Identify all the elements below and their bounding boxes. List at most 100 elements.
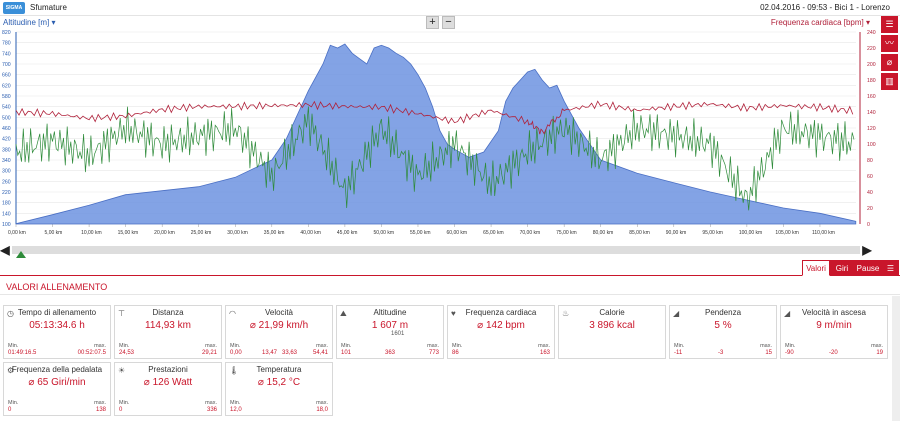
stat-card[interactable]: ♥ Frequenza cardiaca ⌀ 142 bpm Min. 86 max. 16… [447, 305, 555, 359]
no-avg-icon[interactable]: ⌀ [881, 54, 898, 71]
activity-title: Sfumature [30, 3, 67, 12]
right-tick-label: 160 [867, 94, 876, 100]
x-tick-label: 15,00 km [118, 230, 139, 236]
min-label: Min. [785, 343, 796, 349]
right-tick-label: 240 [867, 30, 876, 36]
scroll-track[interactable] [12, 246, 860, 254]
x-tick-label: 65,00 km [483, 230, 504, 236]
tab-giri[interactable]: Giri [830, 260, 854, 276]
sigma-logo: SIGMA [3, 2, 25, 14]
max-label: max. [760, 343, 772, 349]
stat-card[interactable]: ⛰ Altitudine 1 607 m 1601 Min. 101 max. 773 363 [336, 305, 444, 359]
tab-pause[interactable]: Pause [854, 260, 882, 276]
left-tick-label: 180 [2, 201, 11, 207]
stat-value: 05:13:34.6 h [29, 320, 85, 331]
max-value: 773 [428, 350, 439, 356]
start-marker-icon[interactable] [16, 251, 26, 258]
stat-sub-value: 1601 [391, 331, 405, 337]
stat-card[interactable]: ⊤ Distanza 114,93 km Min. 24,53 max. 29,21 [114, 305, 222, 359]
x-tick-label: 35,00 km [264, 230, 285, 236]
x-tick-label: 85,00 km [629, 230, 650, 236]
left-tick-label: 340 [2, 158, 11, 164]
left-tick-label: 100 [2, 222, 11, 228]
session-bike: Bici 1 [834, 3, 854, 12]
cadence-line [15, 106, 855, 211]
avg-value-1: -3 [718, 350, 724, 356]
min-value: 0,00 [230, 350, 242, 356]
max-value: 18,0 [316, 407, 328, 413]
zoom-out-button[interactable]: − [442, 16, 455, 29]
stat-icon: ◷ [7, 309, 14, 318]
top-bar: SIGMA Sfumature 02.04.2016 - 09:53 - Bic… [0, 0, 900, 16]
min-value: 24,53 [119, 350, 135, 356]
left-axis-title[interactable]: Altitudine [m] ▾ [3, 18, 56, 27]
tab-valori[interactable]: Valori [802, 260, 830, 276]
x-tick-label: 20,00 km [154, 230, 175, 236]
max-label: max. [94, 343, 106, 349]
stat-card[interactable]: ◢ Velocità in ascesa 9 m/min Min. -90 max. 19 -… [780, 305, 888, 359]
stat-value: ⌀ 65 Giri/min [28, 377, 86, 388]
stat-icon: ☀ [118, 366, 126, 375]
zoom-in-button[interactable]: + [426, 16, 439, 29]
right-tick-label: 140 [867, 110, 876, 116]
list-icon[interactable]: ☰ [881, 16, 898, 33]
list-icon[interactable]: ☰ [882, 260, 899, 276]
scroll-right-arrow[interactable]: ▶ [862, 243, 872, 257]
stat-value: 3 896 kcal [589, 320, 635, 331]
stat-icon: ♥ [451, 309, 456, 318]
stat-icon: ⚙ [7, 366, 15, 375]
x-tick-label: 50,00 km [373, 230, 394, 236]
stat-value: ⌀ 21,99 km/h [249, 320, 309, 331]
bar-chart-icon[interactable]: ▥ [881, 73, 898, 90]
max-label: max. [427, 343, 439, 349]
stat-card[interactable]: ⚙ Frequenza della pedalata ⌀ 65 Giri/min Mi… [3, 362, 111, 416]
right-tick-label: 100 [867, 142, 876, 148]
max-label: max. [205, 400, 217, 406]
scroll-left-arrow[interactable]: ◀ [0, 243, 10, 257]
max-value: 163 [539, 350, 550, 356]
stat-card[interactable]: ◢ Pendenza 5 % Min. -11 max. 15 -3 [669, 305, 777, 359]
min-value: 01:49:16.5 [8, 350, 37, 356]
stat-card[interactable]: ☀ Prestazioni ⌀ 126 Watt Min. 0 max. 336 [114, 362, 222, 416]
max-value: 00:52:07.5 [77, 350, 106, 356]
min-value: 101 [341, 350, 352, 356]
left-tick-label: 380 [2, 147, 11, 153]
stat-value: ⌀ 142 bpm [477, 320, 525, 331]
chart-scrollbar[interactable]: ◀ ▶ [0, 243, 900, 258]
stat-title: Frequenza cardiaca [465, 308, 537, 317]
stat-title: Calorie [599, 308, 625, 317]
max-value: 29,21 [201, 350, 217, 356]
right-tick-label: 180 [867, 78, 876, 84]
x-tick-label: 95,00 km [702, 230, 723, 236]
stat-card[interactable]: 🌡 Temperatura ⌀ 15,2 °C Min. 12,0 max. 18,0 [225, 362, 333, 416]
line-chart-icon[interactable]: 〰 [881, 35, 898, 52]
stat-icon: ◢ [784, 309, 791, 318]
right-tick-label: 60 [867, 174, 873, 180]
min-label: Min. [230, 343, 241, 349]
stat-value: ⌀ 15,2 °C [257, 377, 301, 388]
stat-title: Altitudine [373, 308, 407, 317]
max-value: 336 [206, 407, 217, 413]
stat-title: Distanza [152, 308, 184, 317]
session-date: 02.04.2016 [760, 3, 801, 12]
stat-title: Pendenza [704, 308, 742, 317]
x-tick-label: 30,00 km [227, 230, 248, 236]
divider [0, 294, 900, 295]
chart-side-toolbar: ☰ 〰 ⌀ ▥ [881, 16, 898, 92]
right-tick-label: 200 [867, 62, 876, 68]
left-tick-label: 700 [2, 62, 11, 68]
left-tick-label: 460 [2, 126, 11, 132]
stat-value: 1 607 m [371, 320, 409, 331]
right-axis-title[interactable]: Frequenza cardiaca [bpm] ▾ [770, 18, 870, 27]
page-scrollbar[interactable] [892, 296, 900, 421]
stat-card[interactable]: ◷ Tempo di allenamento 05:13:34.6 h Min. 01:… [3, 305, 111, 359]
altitude-area [15, 43, 857, 225]
stat-card[interactable]: ♨ Calorie 3 896 kcal [558, 305, 666, 359]
right-tick-label: 40 [867, 190, 873, 196]
workout-chart[interactable]: 820 780 740 700 660 620 580 540 500 460 420 380 340 3… [0, 28, 880, 243]
min-value: -11 [674, 350, 683, 356]
min-label: Min. [452, 343, 463, 349]
min-label: Min. [8, 400, 19, 406]
stat-card[interactable]: ◠ Velocità ⌀ 21,99 km/h Min. 0,00 max. 54,41 13… [225, 305, 333, 359]
x-tick-label: 80,00 km [593, 230, 614, 236]
